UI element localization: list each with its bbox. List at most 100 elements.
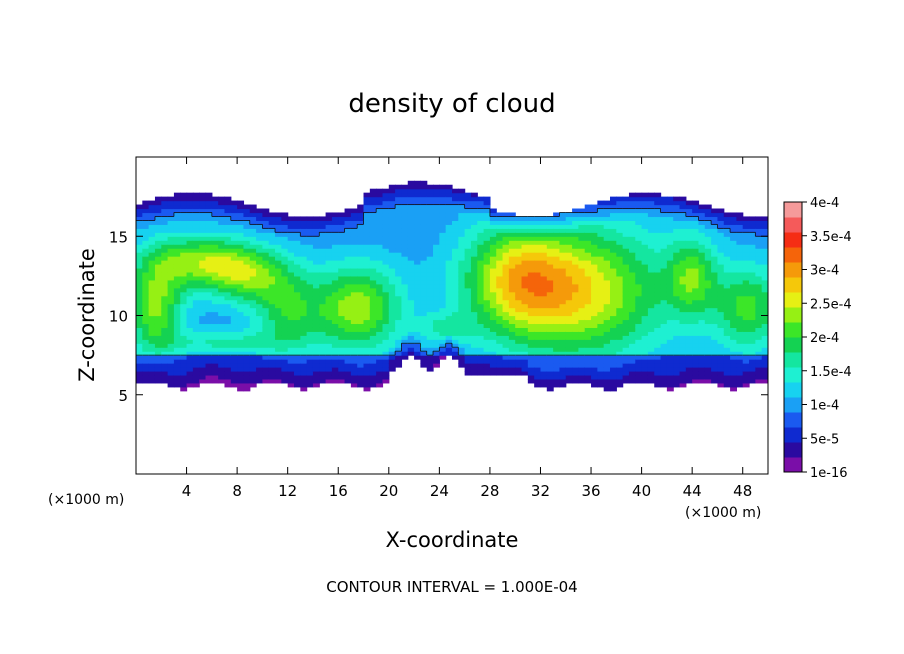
density-cell [199,315,207,321]
density-cell [527,216,535,221]
density-cell [230,263,238,269]
density-cell [439,188,447,194]
density-cell [452,283,459,289]
density-cell [692,363,700,368]
density-cell [262,355,270,360]
density-cell [742,236,750,241]
density-cell [249,220,257,225]
density-cell [350,208,358,214]
density-cell [452,339,459,344]
density-cell [243,220,251,225]
density-cell [673,315,681,321]
density-cell [224,260,232,265]
density-cell [439,216,447,221]
density-cell [192,212,200,218]
density-cell [426,275,434,281]
density-cell [616,351,624,356]
density-cell [685,303,693,309]
density-cell [376,307,384,313]
density-cell [363,386,371,392]
density-cell [243,327,251,332]
density-cell [445,212,453,218]
density-cell [692,220,700,225]
density-cell [692,327,700,332]
density-cell [237,224,245,229]
density-cell [692,275,700,281]
density-cell [445,208,453,214]
density-cell [350,327,358,332]
density-cell [192,240,200,245]
density-cell [445,307,453,313]
density-cell [616,271,624,277]
density-cell [256,331,263,336]
density-cell [249,378,257,384]
density-cell [306,291,314,297]
density-cell [660,303,668,309]
density-cell [350,267,358,273]
density-cell [376,271,384,277]
density-cell [666,220,674,225]
density-cell [249,295,257,301]
density-cell [641,200,649,206]
density-cell [749,343,756,348]
density-cell [584,212,592,218]
density-cell [199,279,207,285]
density-cell [136,244,143,249]
density-cell [540,359,548,364]
density-cell [711,283,719,289]
density-cell [256,303,263,309]
density-cell [306,351,314,356]
density-cell [508,232,516,237]
density-cell [363,343,371,348]
density-cell [243,248,251,253]
density-cell [736,355,744,360]
density-cell [736,307,744,313]
density-cell [496,236,504,241]
density-cell [287,216,295,221]
density-cell [673,267,681,273]
density-cell [464,196,472,202]
density-cell [218,287,226,293]
density-cell [218,295,226,301]
density-cell [692,216,700,221]
density-cell [382,307,390,313]
density-cell [464,351,472,356]
density-cell [508,228,516,233]
density-cell [300,287,308,293]
density-cell [578,359,586,364]
density-cell [433,200,440,206]
density-cell [211,295,219,301]
density-cell [376,363,384,368]
density-cell [761,216,768,221]
density-cell [439,307,447,313]
density-cell [470,248,478,253]
density-cell [610,236,617,241]
colorbar-swatch [784,427,802,443]
density-cell [319,216,327,221]
density-cell [565,374,573,380]
density-cell [275,359,282,364]
density-cell [173,232,181,237]
density-cell [755,271,763,277]
density-cell [578,291,586,297]
density-cell [540,370,548,376]
density-cell [464,232,472,237]
density-cell [483,283,491,289]
density-cell [464,367,472,372]
density-cell [414,252,421,257]
density-cell [679,224,687,229]
density-cell [237,244,245,249]
density-cell [300,267,308,273]
density-cell [161,347,169,352]
density-cell [218,319,226,325]
density-cell [616,339,624,344]
density-cell [395,248,403,253]
density-cell [268,295,276,301]
density-cell [749,252,756,257]
density-cell [268,335,276,340]
density-cell [477,279,485,285]
density-cell [338,236,346,241]
density-cell [717,299,725,305]
density-cell [350,355,358,360]
density-cell [711,351,719,356]
